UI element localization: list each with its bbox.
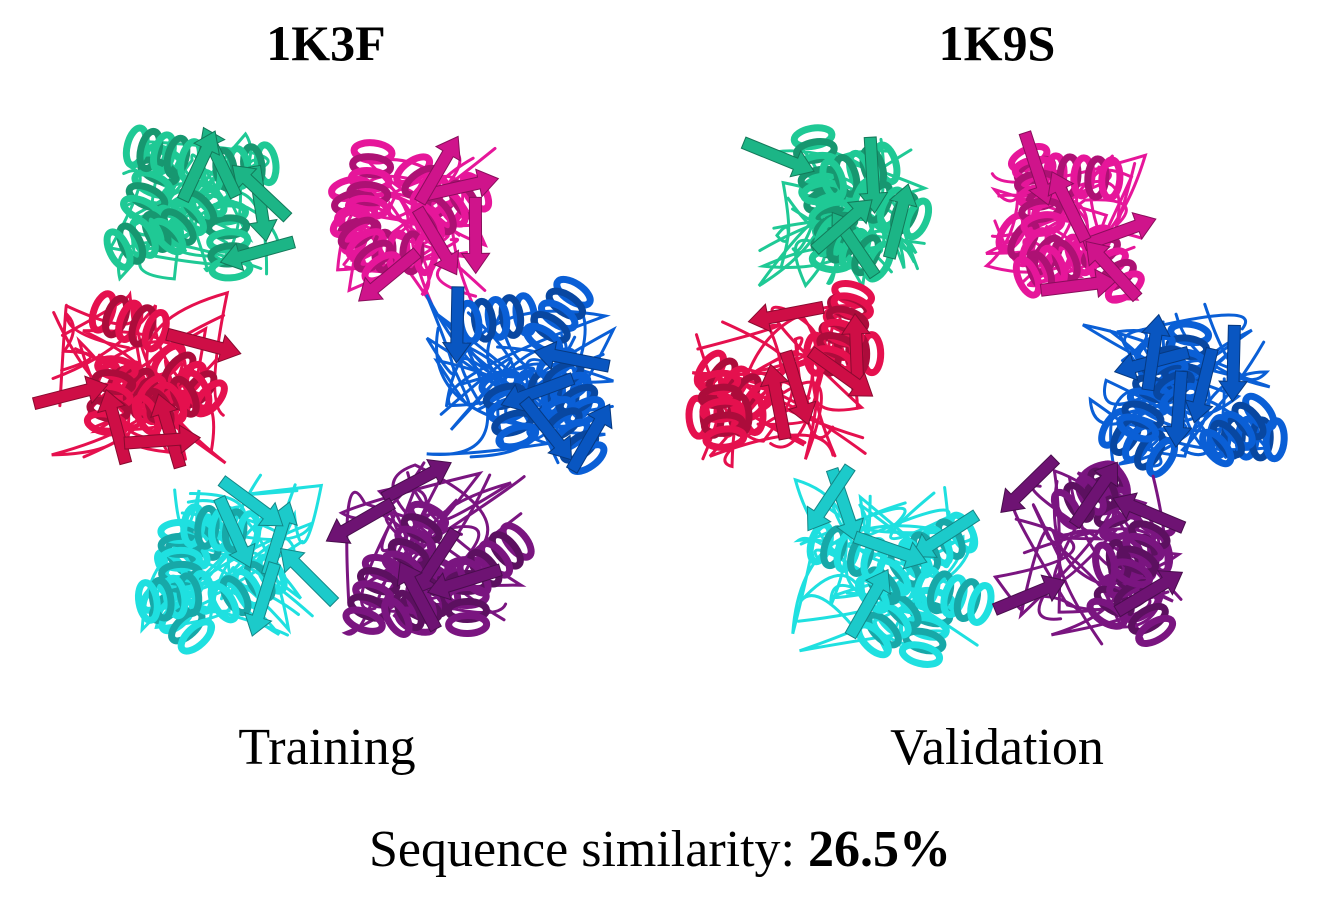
left-protein-ribbon [31,124,617,655]
similarity-value: 26.5% [808,821,951,878]
left-structure-title: 1K3F [266,15,386,71]
right-structure-title: 1K9S [938,15,1056,71]
chain-blue [425,275,617,475]
chain-purple [991,454,1187,647]
chain-green [740,124,933,292]
chain-blue [1082,302,1288,478]
left-protein-image [14,88,644,668]
chain-red [31,290,242,470]
right-protein-image [664,88,1304,673]
left-caption: Training [238,719,416,776]
chain-purple [325,458,535,638]
sequence-similarity: Sequence similarity: 26.5% [0,820,1320,879]
similarity-label: Sequence similarity: [368,821,808,878]
chain-green [103,124,297,282]
chain-magenta [328,135,500,306]
chain-magenta [983,130,1157,304]
chain-cyan [134,473,340,655]
chain-cyan [791,463,995,668]
chain-red [685,279,885,469]
right-caption: Validation [890,719,1104,776]
right-protein-ribbon [685,124,1288,668]
